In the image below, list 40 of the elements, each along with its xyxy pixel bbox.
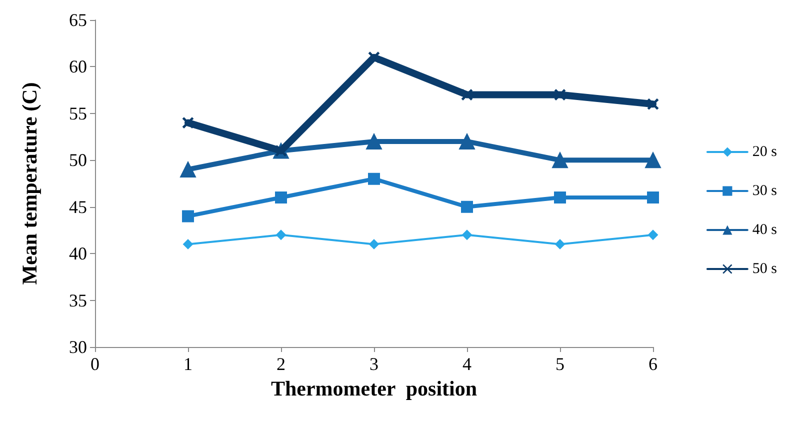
point [552,152,568,168]
point [648,230,658,240]
point [459,133,475,150]
point [554,192,566,204]
x-tick-label: 5 [556,354,564,374]
point [368,52,380,63]
y-tick-label: 45 [69,196,87,217]
point [368,172,380,185]
y-tick-label: 30 [69,337,87,357]
x-tick-label: 4 [462,354,472,374]
point [462,230,472,240]
point [183,239,193,250]
y-tick-label: 65 [69,10,87,30]
point [275,192,287,204]
legend-label: 40 s [752,222,778,238]
x-tick-label: 0 [90,354,100,374]
legend-label: 50 s [752,261,778,277]
point [369,239,379,250]
point [648,98,658,110]
y-tick-label: 35 [69,290,87,310]
x-tick-label: 6 [648,354,658,374]
y-tick-label: 40 [69,244,87,264]
legend-label: 20 s [752,144,778,160]
point [276,230,286,240]
x-tick-label: 3 [370,354,378,374]
y-tick-label: 50 [69,150,87,170]
point [647,192,659,204]
x-tick-label: 1 [184,354,192,374]
y-tick-label: 60 [69,56,87,77]
point [645,152,661,168]
point [182,210,194,222]
point [180,161,196,178]
point [461,200,473,213]
x-axis-title: Thermometer position [270,376,478,400]
point [366,133,382,150]
point [555,239,565,250]
y-tick-label: 55 [69,103,87,124]
x-tick-label: 2 [276,354,286,374]
legend-label: 30 s [752,183,778,199]
y-axis-title: Mean temperature (C) [18,82,42,285]
